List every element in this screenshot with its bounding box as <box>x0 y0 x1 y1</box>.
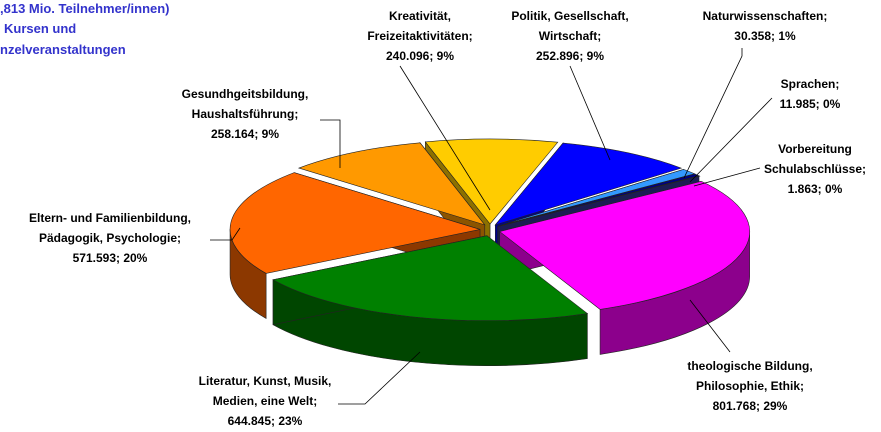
leader-line <box>338 351 421 405</box>
leader-line <box>693 167 761 187</box>
label-line: Literatur, Kunst, Musik, <box>199 374 332 388</box>
chart-title: Kursen und <box>4 21 76 36</box>
data-label: theologische Bildung, Philosophie, Ethik; <box>687 359 812 393</box>
leader-line <box>320 119 341 168</box>
value-label: 1.863; 0% <box>788 182 843 196</box>
label-line: Vorbereitung <box>778 142 852 156</box>
slice <box>497 175 701 227</box>
data-label: Vorbereitung Schulabschlüsse; <box>764 142 866 176</box>
data-label: Gesundhgeitsbildung, Haushaltsführung; <box>182 87 309 121</box>
data-label: Naturwissenschaften; <box>703 9 828 23</box>
slice <box>498 180 750 310</box>
value-label: 258.164; 9% <box>211 127 279 141</box>
value-label: 30.358; 1% <box>734 29 796 43</box>
leader-line <box>689 299 731 353</box>
value-label: 644.845; 23% <box>228 414 303 428</box>
label-line: Haushaltsführung; <box>192 107 299 121</box>
leader-line <box>683 48 743 179</box>
value-label: 571.593; 20% <box>73 251 148 265</box>
pie <box>229 138 750 367</box>
label-line: Pädagogik, Psychologie; <box>39 231 181 245</box>
slice <box>229 172 481 274</box>
value-label: 801.768; 29% <box>713 399 788 413</box>
leader-line <box>399 65 491 211</box>
data-label: Literatur, Kunst, Musik, Medien, eine Wel… <box>199 374 332 408</box>
data-label: Eltern- und Familienbildung, Pädagogik, P… <box>29 211 191 245</box>
label-line: Wirtschaft; <box>539 29 602 43</box>
leader-line <box>569 65 611 161</box>
data-label: Politik, Gesellschaft, Wirtschaft; <box>511 9 628 43</box>
label-line: Politik, Gesellschaft, <box>511 9 628 23</box>
label-line: Medien, eine Welt; <box>213 394 317 408</box>
label-line: Gesundhgeitsbildung, <box>182 87 309 101</box>
value-label: 252.896; 9% <box>536 49 604 63</box>
label-line: Sprachen; <box>781 77 840 91</box>
data-label: Kreativität, Freizeitaktivitäten; <box>367 9 472 43</box>
slice <box>272 235 589 322</box>
value-label: 240.096; 9% <box>386 49 454 63</box>
label-line: Naturwissenschaften; <box>703 9 828 23</box>
leader-line <box>689 97 773 183</box>
chart-title: ,813 Mio. Teilnehmer/innen) <box>0 1 170 16</box>
label-line: Freizeitaktivitäten; <box>367 29 472 43</box>
label-line: Kreativität, <box>389 9 451 23</box>
slice <box>494 142 683 226</box>
data-label: Sprachen; <box>781 77 840 91</box>
label-line: Eltern- und Familienbildung, <box>29 211 191 225</box>
slice <box>297 142 486 226</box>
value-label: 11.985; 0% <box>780 97 841 111</box>
labels: Kreativität, Freizeitaktivitäten; 240.096;… <box>29 9 866 428</box>
label-line: theologische Bildung, <box>687 359 812 373</box>
leader-line <box>210 227 241 241</box>
label-line: Philosophie, Ethik; <box>696 379 804 393</box>
label-line: Schulabschlüsse; <box>764 162 866 176</box>
chart-title: nzelveranstaltungen <box>0 42 126 57</box>
